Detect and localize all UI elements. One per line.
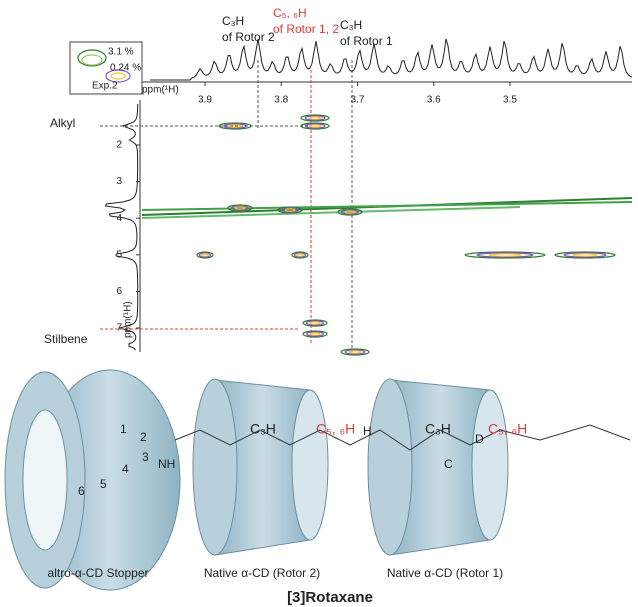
- y-tick-label: 5: [116, 249, 122, 260]
- annotation: C₅, ₆H: [273, 6, 307, 20]
- side-label: Stilbene: [44, 332, 88, 346]
- annotation: of Rotor 2: [222, 30, 275, 44]
- atom-number: 6: [78, 484, 85, 498]
- caption: Native α-CD (Rotor 2): [204, 566, 320, 580]
- rotor-label: C₅, ₆H: [488, 421, 527, 437]
- x-tick-label: 3.8: [274, 95, 288, 106]
- rotor-label: C₃H: [425, 421, 451, 437]
- annotation: of Rotor 1, 2: [273, 22, 339, 36]
- projection-left: [104, 103, 139, 351]
- cross-peak: [227, 204, 253, 212]
- cross-peaks: [196, 114, 616, 356]
- legend-low: 0.24 %: [110, 63, 141, 74]
- cross-peak: [234, 206, 246, 210]
- cross-peak: [308, 116, 322, 120]
- cross-peak: [304, 123, 326, 129]
- cross-peak: [300, 122, 330, 130]
- cross-peak: [309, 332, 321, 336]
- cross-peak: [464, 251, 546, 259]
- x-tick-label: 3.7: [351, 95, 365, 106]
- cross-peak: [223, 123, 247, 129]
- y-tick-label: 2: [116, 140, 122, 151]
- annotation: of Rotor 1: [340, 34, 393, 48]
- cross-peak: [296, 253, 304, 257]
- cross-peak: [340, 348, 370, 356]
- legend-swatch: [77, 49, 131, 83]
- cross-peak: [218, 122, 252, 130]
- cross-peak: [306, 320, 325, 326]
- annotation: C₃H: [222, 14, 244, 28]
- caption: Native α-CD (Rotor 1): [387, 566, 503, 580]
- y-tick-label: 6: [116, 286, 122, 297]
- cross-peak: [309, 321, 321, 325]
- atom-number: 5: [100, 477, 107, 491]
- diagonal: [141, 197, 633, 219]
- cross-peak: [198, 252, 212, 258]
- cross-peak: [344, 349, 366, 355]
- cross-peak: [196, 251, 214, 259]
- x-tick-label: 3.9: [198, 95, 212, 106]
- cross-peak: [341, 209, 360, 215]
- atom-number: 3: [142, 450, 149, 464]
- cross-peak: [302, 319, 328, 327]
- figure-title: [3]Rotaxane: [287, 589, 373, 606]
- y-tick-label: 4: [116, 213, 122, 224]
- x-tick-label: 3.6: [427, 95, 441, 106]
- cross-peak: [231, 205, 250, 211]
- cross-peak: [284, 208, 296, 212]
- stopper: [4, 369, 181, 591]
- atom: D: [475, 432, 484, 446]
- cross-peak: [293, 252, 307, 258]
- side-label: Alkyl: [50, 116, 75, 130]
- rotor-label: C₅, ₆H: [316, 421, 355, 437]
- cross-peak: [277, 206, 303, 214]
- cross-peak: [476, 252, 534, 258]
- legend-box: [69, 41, 143, 95]
- x-axis-label: ppm(¹H): [142, 85, 179, 96]
- atom-number: 4: [122, 462, 129, 476]
- cross-peak: [344, 210, 356, 214]
- cross-peak: [281, 207, 300, 213]
- cross-peak: [306, 331, 325, 337]
- cross-peak: [572, 253, 598, 257]
- legend-name: Exp.2: [92, 81, 118, 92]
- atom: C: [444, 457, 453, 471]
- cross-peak: [348, 350, 362, 354]
- atom-number: 2: [140, 430, 147, 444]
- y-axis-label: ppm(¹H): [123, 301, 134, 338]
- cross-peak: [302, 330, 328, 338]
- cross-peak: [488, 253, 522, 257]
- cross-peak: [291, 251, 309, 259]
- y-tick-label: 3: [116, 176, 122, 187]
- rotor-label: C₃H: [250, 421, 276, 437]
- cross-peak: [337, 208, 363, 216]
- cross-peak: [554, 251, 616, 259]
- cross-peak: [308, 124, 322, 128]
- annotation: C₃H: [340, 18, 362, 32]
- cross-peak: [300, 114, 330, 122]
- cross-peak: [304, 115, 326, 121]
- rotor-1: [367, 378, 509, 556]
- cross-peak: [201, 253, 209, 257]
- atom-number: 1: [120, 422, 127, 436]
- rotor-2: [192, 378, 329, 556]
- cross-peak: [228, 124, 243, 128]
- axle: [174, 424, 631, 451]
- projection-top: [150, 38, 633, 81]
- legend-high: 3.1 %: [108, 47, 134, 58]
- x-tick-label: 3.5: [503, 95, 517, 106]
- atom: NH: [158, 457, 175, 471]
- atom: H: [363, 424, 372, 438]
- caption: altro-α-CD Stopper: [48, 566, 149, 580]
- cross-peak: [563, 252, 607, 258]
